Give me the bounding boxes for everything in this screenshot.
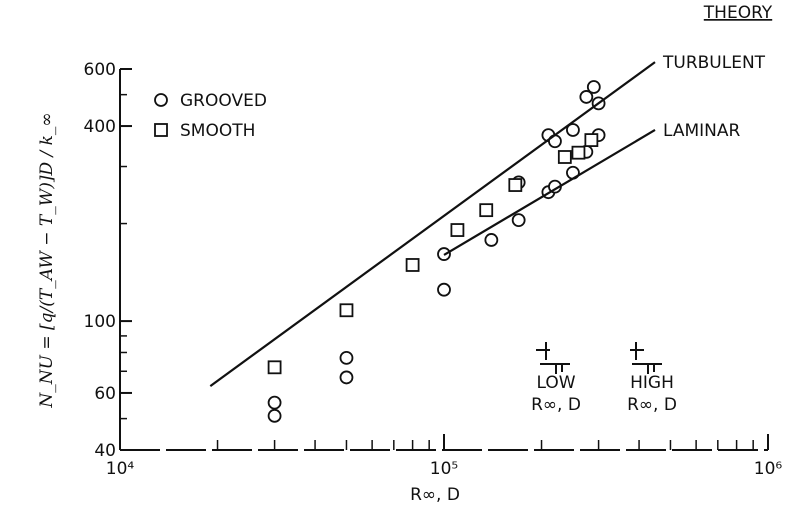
grooved-point — [438, 284, 450, 296]
smooth-point — [451, 224, 463, 236]
annotation: R∞, D — [531, 395, 581, 415]
y-tick-label: 400 — [84, 117, 116, 137]
line-label: LAMINAR — [663, 121, 741, 141]
smooth-point — [269, 361, 281, 373]
smooth-point — [480, 204, 492, 216]
y-axis-label: N_NU = [q/(T_AW − T_W)]D / k_∞ — [37, 112, 57, 408]
annotation: LOW — [536, 373, 575, 393]
grooved-point — [485, 234, 497, 246]
legend-label: SMOOTH — [180, 121, 255, 141]
grooved-point — [340, 371, 352, 383]
smooth-point — [572, 147, 584, 159]
icon — [536, 342, 662, 374]
theory-line — [210, 62, 655, 386]
smooth-point — [585, 134, 597, 146]
y-tick-label: 60 — [94, 384, 116, 404]
chart: THEORY N_NU = [q/(T_AW − T_W)]D / k_∞ R∞… — [0, 0, 798, 522]
legend-label: GROOVED — [180, 91, 267, 111]
grooved-point — [588, 81, 600, 93]
x-axis-label: R∞, D — [410, 485, 460, 505]
smooth-point — [559, 151, 571, 163]
grooved-point — [340, 352, 352, 364]
x-tick-label: 10⁵ — [430, 459, 458, 479]
smooth-point — [407, 259, 419, 271]
theory-title: THEORY — [703, 3, 773, 23]
smooth-point — [340, 304, 352, 316]
smooth-point — [509, 179, 521, 191]
grooved-point — [269, 397, 281, 409]
grooved-point — [269, 410, 281, 422]
legend-marker — [155, 124, 167, 136]
legend-marker — [155, 94, 167, 106]
grooved-point — [513, 214, 525, 226]
line-label: TURBULENT — [662, 53, 766, 73]
x-tick-label: 10⁴ — [106, 459, 135, 479]
annotation: HIGH — [630, 373, 674, 393]
x-tick-label: 10⁶ — [754, 459, 783, 479]
y-tick-label: 40 — [94, 441, 116, 461]
annotation: R∞, D — [627, 395, 677, 415]
y-tick-label: 100 — [84, 312, 116, 332]
y-tick-label: 600 — [84, 60, 116, 80]
